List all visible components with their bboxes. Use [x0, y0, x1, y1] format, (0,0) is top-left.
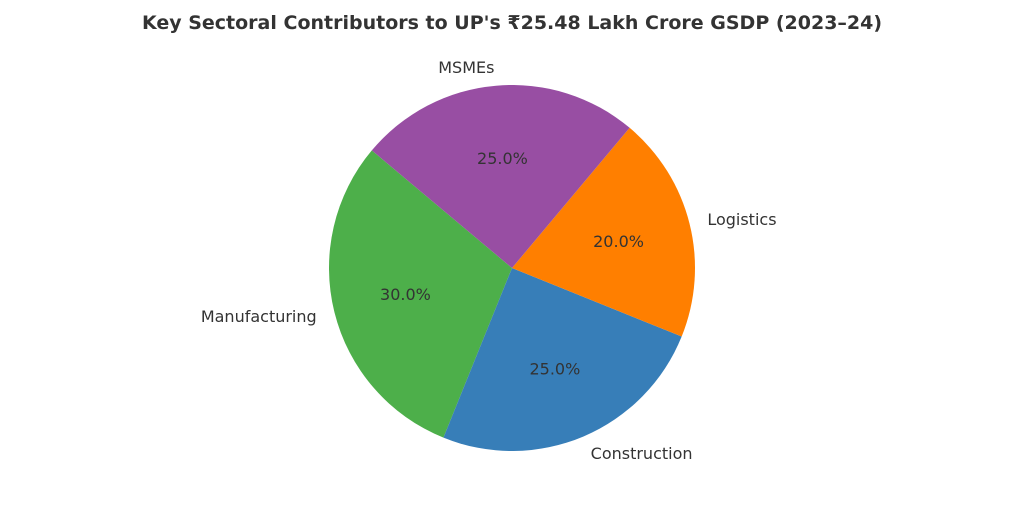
pie-slice-manufacturing	[329, 150, 512, 438]
category-label-logistics: Logistics	[707, 210, 776, 229]
pie-slice-logistics	[512, 127, 695, 337]
pct-label-msmes: 25.0%	[477, 149, 528, 168]
pie-slice-construction	[443, 268, 682, 451]
pct-label-construction: 25.0%	[529, 360, 580, 379]
pie-slice-msmes	[371, 84, 630, 269]
category-label-msmes: MSMEs	[438, 58, 494, 77]
chart-title: Key Sectoral Contributors to UP's ₹25.48…	[141, 12, 883, 34]
pct-label-logistics: 20.0%	[593, 232, 644, 251]
category-label-construction: Construction	[591, 444, 693, 463]
category-label-manufacturing: Manufacturing	[201, 307, 317, 326]
pct-label-manufacturing: 30.0%	[380, 285, 431, 304]
